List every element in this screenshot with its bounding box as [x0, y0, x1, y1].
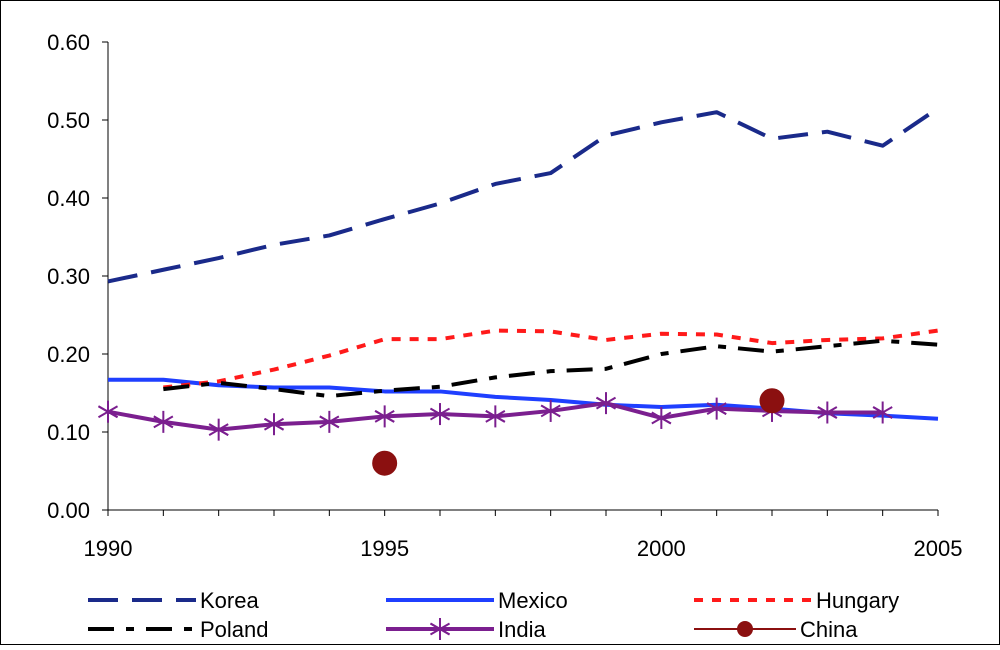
data-point-india [706, 397, 727, 420]
x-tick-label: 1995 [360, 536, 409, 561]
legend-item-china: China [694, 617, 858, 642]
asterisk-stroke [263, 417, 285, 431]
asterisk-stroke [485, 410, 506, 423]
y-tick-label: 0.30 [47, 264, 90, 289]
legend-marker-china [737, 621, 753, 637]
data-point-china [759, 388, 785, 414]
axes: 0.00 0.10 0.20 0.30 0.40 0.50 0.60 1990 1995 2000… [47, 30, 962, 561]
x-tick-label: 2005 [914, 536, 963, 561]
x-tick-label: 1990 [84, 536, 133, 561]
data-point-india [540, 399, 561, 422]
data-point-india [595, 392, 617, 415]
asterisk-stroke [153, 415, 174, 429]
legend-item-mexico: Mexico [386, 588, 568, 613]
data-point-india [872, 401, 893, 424]
asterisk-stroke [706, 402, 727, 415]
data-point-india [319, 410, 340, 433]
series-china [372, 388, 785, 476]
series-line-hungary [163, 328, 939, 390]
legend-label-mexico: Mexico [498, 588, 568, 613]
series-line-poland [163, 338, 939, 399]
y-tick-label: 0.60 [47, 30, 90, 55]
series-poland [163, 338, 939, 399]
data-point-india [153, 410, 174, 433]
data-point-china [372, 450, 398, 476]
legend-item-india: India [386, 617, 546, 642]
asterisk-stroke [817, 406, 838, 419]
data-point-india [208, 418, 229, 441]
data-point-india [263, 413, 285, 436]
asterisk-stroke [651, 411, 672, 425]
legend-label-hungary: Hungary [816, 588, 899, 613]
asterisk-stroke [97, 405, 119, 419]
legend-label-india: India [498, 617, 546, 642]
data-point-india [97, 400, 119, 423]
y-tick-label: 0.10 [47, 420, 90, 445]
data-point-india [429, 403, 451, 426]
y-tick-label: 0.20 [47, 342, 90, 367]
data-point-india [374, 405, 395, 428]
series-line-korea [107, 106, 940, 284]
legend-item-hungary: Hungary [694, 588, 899, 613]
asterisk-stroke [540, 404, 561, 418]
legend-label-korea: Korea [200, 588, 259, 613]
asterisk-stroke [319, 415, 340, 429]
series-korea [107, 106, 940, 284]
x-tick-label: 2000 [637, 536, 686, 561]
data-point-india [485, 405, 506, 428]
asterisk-stroke [595, 396, 617, 410]
asterisk-stroke [374, 410, 395, 423]
asterisk-stroke [872, 406, 893, 419]
asterisk-stroke [429, 622, 451, 636]
legend-item-poland: Poland [88, 617, 269, 642]
series-hungary [163, 328, 939, 390]
legend-marker-india [429, 618, 451, 640]
data-point-india [651, 406, 672, 429]
asterisk-stroke [429, 407, 451, 421]
y-tick-label: 0.50 [47, 108, 90, 133]
y-tick-label: 0.40 [47, 186, 90, 211]
legend: Korea Mexico Hungary Poland India China [88, 588, 899, 642]
asterisk-stroke [208, 423, 229, 437]
series-india [97, 392, 893, 441]
y-tick-label: 0.00 [47, 498, 90, 523]
series-layer [97, 106, 940, 476]
legend-label-china: China [800, 617, 858, 642]
legend-item-korea: Korea [88, 588, 259, 613]
data-point-india [817, 401, 838, 424]
legend-label-poland: Poland [200, 617, 269, 642]
